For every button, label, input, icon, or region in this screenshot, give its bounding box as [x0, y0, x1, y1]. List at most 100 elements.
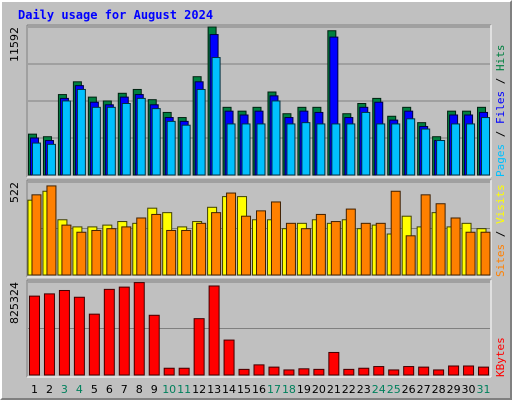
bar-kbytes-day-7: [118, 286, 130, 376]
panel-kbytes: 825324 KBytes: [8, 279, 507, 378]
x-tick-label-day-25: 25: [387, 383, 401, 396]
x-tick-label-day-8: 8: [136, 383, 143, 396]
bar-pages-day-2: [46, 143, 56, 176]
x-tick-label-day-6: 6: [106, 383, 113, 396]
bar-kbytes-day-30: [463, 365, 475, 376]
panels-layer: 11592 Pages / Files / Hits 522 Sites / Visi…: [8, 24, 507, 378]
legend-entry: Pages: [494, 144, 507, 177]
bar-sites-day-15: [241, 215, 252, 276]
bar-kbytes-day-23: [358, 367, 370, 376]
bar-sites-day-4: [76, 231, 87, 276]
bar-pages-day-1: [31, 142, 41, 176]
bar-sites-day-22: [345, 208, 356, 276]
bar-pages-day-23: [361, 111, 371, 176]
legend-entry: Files: [494, 91, 507, 131]
x-tick-label-day-21: 21: [327, 383, 341, 396]
bar-pages-day-31: [481, 117, 491, 176]
bar-kbytes-day-21: [328, 351, 340, 376]
x-tick-label-day-11: 11: [177, 383, 191, 396]
bar-pages-day-11: [181, 124, 191, 176]
bar-sites-day-2: [46, 185, 57, 276]
x-tick-label-day-2: 2: [46, 383, 53, 396]
bar-kbytes-day-8: [133, 282, 145, 376]
x-tick-label-day-13: 13: [207, 383, 221, 396]
bar-kbytes-day-13: [208, 285, 220, 376]
x-tick-label-day-31: 31: [477, 383, 491, 396]
bar-pages-day-24: [376, 123, 386, 176]
bar-sites-day-16: [256, 210, 266, 276]
bar-sites-day-9: [151, 213, 162, 276]
bar-sites-day-1: [31, 194, 42, 276]
bar-sites-day-6: [106, 228, 117, 276]
panel-max-label: 11592: [8, 27, 21, 62]
x-tick-label-day-10: 10: [162, 383, 176, 396]
x-tick-label-day-30: 30: [462, 383, 476, 396]
bar-pages-day-22: [346, 123, 356, 176]
x-tick-label-day-23: 23: [357, 383, 371, 396]
bar-pages-day-30: [466, 123, 476, 176]
x-tick-label-day-9: 9: [151, 383, 158, 396]
bar-pages-day-25: [391, 123, 401, 176]
x-tick-label-day-12: 12: [192, 383, 206, 396]
x-tick-label-day-26: 26: [402, 383, 416, 396]
bar-sites-day-5: [91, 229, 102, 276]
panel-legend: Pages / Files / Hits: [494, 45, 507, 178]
bar-kbytes-day-4: [73, 296, 85, 376]
legend-entry: /: [494, 131, 507, 144]
bar-kbytes-day-29: [448, 365, 460, 376]
x-tick-label-day-27: 27: [417, 383, 431, 396]
bar-sites-day-8: [136, 217, 147, 276]
bar-kbytes-day-19: [298, 368, 310, 376]
bar-kbytes-day-17: [268, 366, 280, 376]
bar-sites-day-14: [226, 192, 237, 276]
legend-entry: Sites: [494, 244, 507, 277]
bar-sites-day-3: [61, 224, 72, 276]
bar-kbytes-day-15: [238, 368, 250, 376]
bar-kbytes-day-28: [433, 369, 445, 376]
bar-sites-day-13: [211, 212, 222, 276]
bar-kbytes-day-24: [373, 366, 385, 376]
legend-entry: Hits: [494, 45, 507, 78]
x-tick-label-day-20: 20: [312, 383, 326, 396]
bar-sites-day-17: [270, 201, 281, 276]
x-tick-label-day-18: 18: [282, 383, 296, 396]
bar-sites-day-27: [420, 194, 431, 276]
bar-sites-day-7: [121, 226, 132, 276]
x-tick-label-day-15: 15: [237, 383, 251, 396]
x-tick-label-day-4: 4: [76, 383, 83, 396]
bar-pages-day-10: [166, 120, 176, 176]
panel-hits_files_pages: 11592 Pages / Files / Hits: [8, 24, 507, 178]
bar-pages-day-28: [436, 140, 446, 176]
bar-pages-day-18: [286, 123, 296, 176]
bar-kbytes-day-20: [313, 368, 325, 376]
bar-sites-day-19: [300, 228, 311, 276]
bar-pages-day-21: [331, 123, 341, 176]
bar-sites-day-12: [196, 222, 207, 276]
x-tick-label-day-14: 14: [222, 383, 236, 396]
x-tick-label-day-3: 3: [61, 383, 68, 396]
legend-entry: /: [494, 78, 507, 91]
bar-kbytes-day-6: [103, 288, 115, 376]
bar-pages-day-14: [226, 123, 236, 176]
x-tick-label-day-7: 7: [121, 383, 128, 396]
bar-kbytes-day-12: [193, 318, 205, 376]
bar-kbytes-day-9: [148, 314, 160, 376]
bar-pages-day-7: [121, 103, 131, 176]
bar-pages-day-9: [151, 108, 161, 176]
panel-legend: Sites / Visits: [494, 184, 507, 277]
bar-kbytes-day-14: [223, 339, 235, 376]
x-tick-label-day-19: 19: [297, 383, 311, 396]
bar-kbytes-day-18: [283, 369, 295, 376]
legend-entry: Visits: [494, 184, 507, 230]
x-tick-label-day-1: 1: [31, 383, 38, 396]
bar-kbytes-day-31: [478, 366, 490, 376]
panel-max-label: 825324: [8, 282, 21, 324]
bar-kbytes-day-5: [88, 313, 100, 376]
x-tick-label-day-28: 28: [432, 383, 446, 396]
bar-pages-day-29: [451, 123, 461, 176]
legend-entry: /: [494, 231, 507, 244]
bar-kbytes-day-27: [418, 366, 430, 376]
bar-sites-day-30: [465, 231, 476, 276]
bar-pages-day-15: [241, 123, 251, 176]
x-tick-label-day-24: 24: [372, 383, 386, 396]
